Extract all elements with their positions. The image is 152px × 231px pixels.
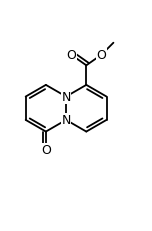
Text: O: O: [96, 49, 106, 62]
Text: N: N: [61, 114, 71, 127]
Text: N: N: [61, 91, 71, 103]
Text: O: O: [41, 143, 51, 156]
Text: O: O: [66, 49, 76, 62]
